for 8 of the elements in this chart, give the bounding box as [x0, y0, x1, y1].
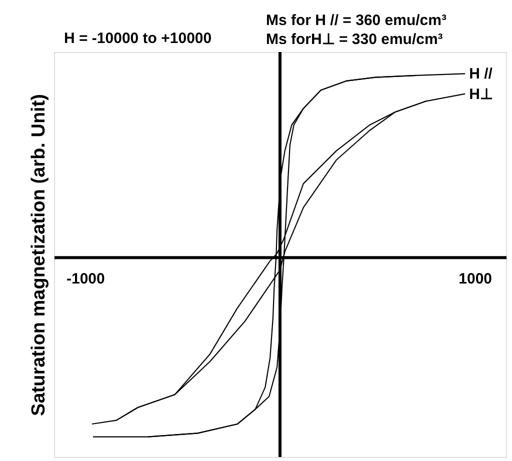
text: H = -10000 to +10000 — [64, 30, 212, 47]
text: Ms forH⊥ = 330 emu/cm³ — [266, 31, 443, 48]
x-tick-label: -1000 — [66, 270, 105, 288]
x-tick-label: 1000 — [458, 270, 492, 288]
y-axis-title: Saturation magnetization (arb. Unit) — [28, 94, 50, 416]
text: Ms for H // = 360 emu/cm³ — [266, 12, 446, 29]
series-label: H // — [469, 66, 494, 83]
series-label: H⊥ — [469, 86, 493, 103]
